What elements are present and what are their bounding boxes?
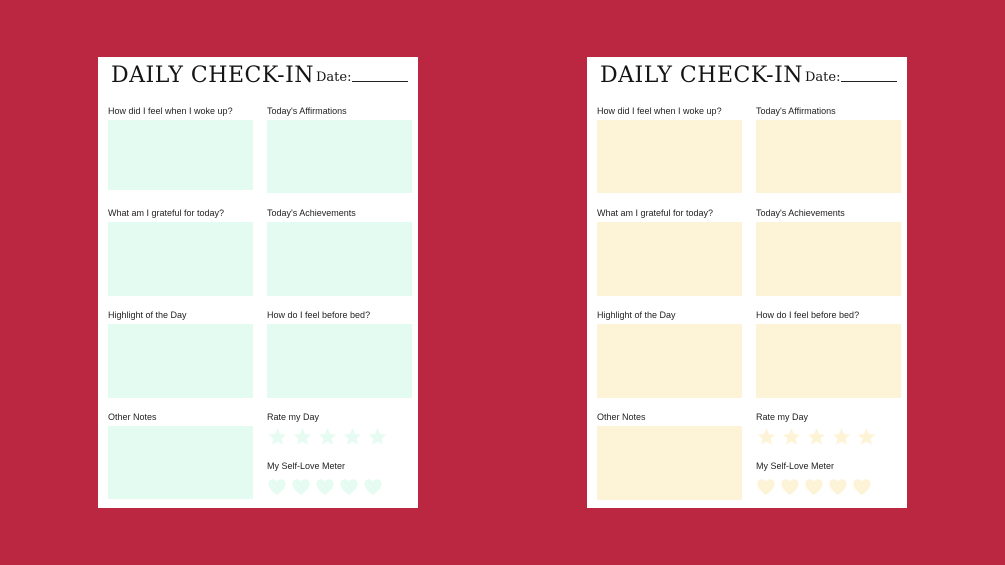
sheet-title: DAILY CHECK-IN (600, 63, 804, 88)
woke-up-label: How did I feel when I woke up? (597, 106, 722, 116)
sheet-title: DAILY CHECK-IN (111, 63, 315, 88)
self-love-label: My Self-Love Meter (267, 461, 346, 471)
date-field[interactable] (352, 81, 408, 82)
affirmations-label: Today's Affirmations (756, 106, 836, 116)
heart-icon[interactable] (852, 478, 872, 496)
before-bed-label: How do I feel before bed? (267, 310, 371, 320)
heart-icon[interactable] (780, 478, 800, 496)
rate-day-label: Rate my Day (756, 412, 809, 422)
achievements-label: Today's Achievements (267, 208, 356, 218)
other-notes-label: Other Notes (597, 412, 646, 422)
grateful-label: What am I grateful for today? (597, 208, 714, 218)
self-love-hearts[interactable] (756, 478, 872, 496)
star-icon[interactable] (367, 427, 388, 447)
checkin-sheet-yellow: DAILY CHECK-IN Date: How did I feel when… (587, 57, 907, 508)
star-icon[interactable] (292, 427, 313, 447)
self-love-label: My Self-Love Meter (756, 461, 835, 471)
star-icon[interactable] (342, 427, 363, 447)
grateful-box[interactable] (597, 222, 742, 296)
rating-stars[interactable] (267, 427, 388, 447)
heart-icon[interactable] (339, 478, 359, 496)
achievements-box[interactable] (756, 222, 901, 296)
star-icon[interactable] (317, 427, 338, 447)
heart-icon[interactable] (804, 478, 824, 496)
other-notes-box[interactable] (597, 426, 742, 500)
before-bed-label: How do I feel before bed? (756, 310, 860, 320)
star-icon[interactable] (856, 427, 877, 447)
achievements-label: Today's Achievements (756, 208, 845, 218)
star-icon[interactable] (831, 427, 852, 447)
highlight-box[interactable] (597, 324, 742, 398)
self-love-hearts[interactable] (267, 478, 383, 496)
other-notes-box[interactable] (108, 426, 253, 499)
affirmations-box[interactable] (267, 120, 412, 193)
date-field[interactable] (841, 81, 897, 82)
star-icon[interactable] (781, 427, 802, 447)
affirmations-box[interactable] (756, 120, 901, 193)
grateful-box[interactable] (108, 222, 253, 296)
before-bed-box[interactable] (267, 324, 412, 398)
heart-icon[interactable] (756, 478, 776, 496)
woke-up-label: How did I feel when I woke up? (108, 106, 233, 116)
checkin-sheet-green: DAILY CHECK-IN Date: How did I feel when… (98, 57, 418, 508)
highlight-label: Highlight of the Day (108, 310, 187, 320)
highlight-box[interactable] (108, 324, 253, 398)
achievements-box[interactable] (267, 222, 412, 296)
woke-up-box[interactable] (597, 120, 742, 193)
affirmations-label: Today's Affirmations (267, 106, 347, 116)
other-notes-label: Other Notes (108, 412, 157, 422)
date-label: Date: (805, 70, 841, 85)
heart-icon[interactable] (291, 478, 311, 496)
heart-icon[interactable] (363, 478, 383, 496)
heart-icon[interactable] (828, 478, 848, 496)
heart-icon[interactable] (315, 478, 335, 496)
woke-up-box[interactable] (108, 120, 253, 190)
rating-stars[interactable] (756, 427, 877, 447)
before-bed-box[interactable] (756, 324, 901, 398)
heart-icon[interactable] (267, 478, 287, 496)
star-icon[interactable] (806, 427, 827, 447)
date-label: Date: (316, 70, 352, 85)
grateful-label: What am I grateful for today? (108, 208, 225, 218)
star-icon[interactable] (267, 427, 288, 447)
rate-day-label: Rate my Day (267, 412, 320, 422)
star-icon[interactable] (756, 427, 777, 447)
highlight-label: Highlight of the Day (597, 310, 676, 320)
